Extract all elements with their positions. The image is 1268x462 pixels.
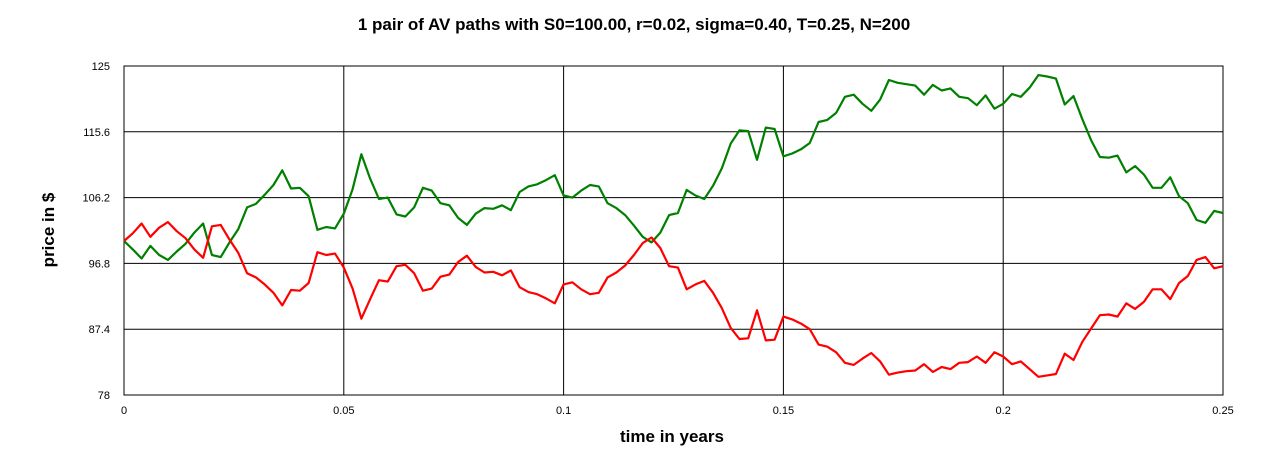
x-tick-label: 0.2 [996, 405, 1011, 417]
x-tick-label: 0.05 [333, 405, 354, 417]
y-tick-label: 125 [92, 61, 110, 73]
x-tick-label: 0 [121, 405, 127, 417]
series-layer [123, 73, 1224, 378]
x-axis-label: time in years [620, 427, 724, 446]
series-line-1 [123, 73, 1224, 261]
series-line-2 [123, 221, 1224, 378]
y-tick-label: 87.4 [89, 324, 110, 336]
y-axis-ticks: 78 87.4 96.8 106.2 115.6 125 [82, 61, 110, 402]
y-tick-label: 78 [98, 390, 110, 402]
y-tick-label: 106.2 [82, 193, 110, 205]
y-tick-label: 96.8 [89, 258, 110, 270]
y-axis-label: price in $ [39, 192, 58, 267]
y-tick-label: 115.6 [83, 127, 110, 139]
chart-grid [123, 65, 1224, 396]
x-tick-label: 0.1 [556, 405, 571, 417]
x-axis-ticks: 0 0.05 0.1 0.15 0.2 0.25 [121, 405, 1234, 417]
plot-area-frame [123, 65, 1224, 396]
chart-title: 1 pair of AV paths with S0=100.00, r=0.0… [358, 15, 910, 34]
x-tick-label: 0.15 [773, 405, 794, 417]
x-tick-label: 0.25 [1212, 405, 1233, 417]
